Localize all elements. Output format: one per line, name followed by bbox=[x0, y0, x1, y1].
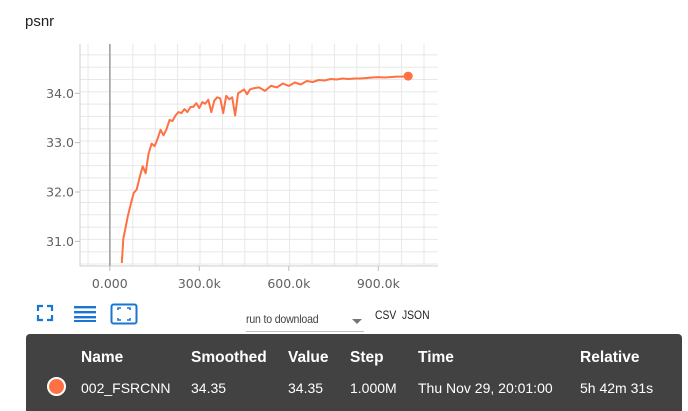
y-tick-label: 31.0 bbox=[46, 234, 74, 249]
fit-domain-icon[interactable] bbox=[110, 303, 138, 325]
select-underline bbox=[246, 331, 364, 332]
fullscreen-icon[interactable] bbox=[36, 304, 54, 322]
grid-lines bbox=[80, 44, 438, 266]
header-smoothed: Smoothed bbox=[191, 349, 267, 366]
cell-name: 002_FSRCNN bbox=[81, 380, 171, 396]
y-tick-label: 34.0 bbox=[46, 86, 74, 101]
cell-relative: 5h 42m 31s bbox=[580, 380, 654, 396]
x-tick-label: 0.000 bbox=[92, 276, 128, 291]
tick-labels: 0.000 300.0k 600.0k 900.0k 31.0 32.0 33.0 34.0 bbox=[46, 86, 400, 291]
chevron-down-icon bbox=[352, 319, 362, 324]
psnr-chart[interactable]: 0.000 300.0k 600.0k 900.0k 31.0 32.0 33.0 34.0 bbox=[0, 0, 688, 300]
cell-value: 34.35 bbox=[288, 380, 324, 396]
download-run-label: run to download bbox=[246, 312, 319, 326]
header-name: Name bbox=[81, 349, 124, 366]
header-value: Value bbox=[288, 349, 329, 366]
cell-time: Thu Nov 29, 20:01:00 bbox=[418, 380, 553, 396]
download-run-select[interactable]: run to download bbox=[246, 310, 366, 332]
json-link[interactable]: JSON bbox=[402, 308, 430, 322]
header-relative: Relative bbox=[580, 349, 640, 366]
chart-title: psnr bbox=[25, 13, 55, 30]
plot-area[interactable] bbox=[109, 44, 413, 266]
x-tick-label: 600.0k bbox=[267, 276, 311, 291]
series-last-point bbox=[403, 71, 413, 81]
y-tick-label: 33.0 bbox=[46, 135, 74, 150]
x-tick-label: 300.0k bbox=[178, 276, 222, 291]
header-step: Step bbox=[350, 349, 384, 366]
cell-smoothed: 34.35 bbox=[191, 380, 227, 396]
cell-step: 1.000M bbox=[350, 380, 397, 396]
csv-link[interactable]: CSV bbox=[375, 308, 397, 322]
tooltip-table: Name Smoothed Value Step Time Relative 0… bbox=[26, 334, 682, 411]
series-line-002-fsrcnn bbox=[120, 75, 409, 264]
series-color-swatch bbox=[47, 377, 66, 396]
header-time: Time bbox=[418, 349, 454, 366]
list-lines-icon[interactable] bbox=[73, 304, 97, 322]
axis-lines bbox=[75, 44, 438, 271]
x-tick-label: 900.0k bbox=[357, 276, 401, 291]
y-tick-label: 32.0 bbox=[46, 185, 74, 200]
